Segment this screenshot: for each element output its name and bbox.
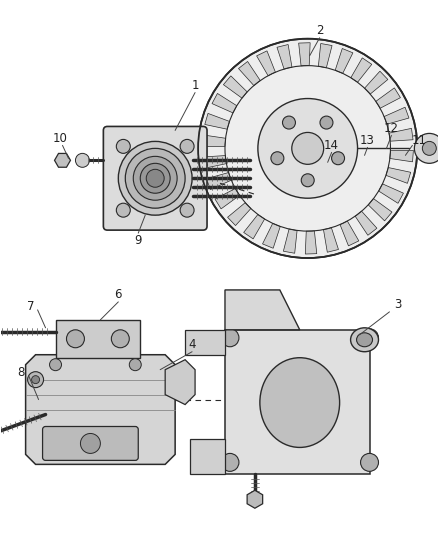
Polygon shape (276, 45, 291, 69)
Text: 2: 2 (315, 24, 323, 37)
Ellipse shape (146, 169, 164, 187)
Text: 4: 4 (188, 338, 195, 351)
FancyBboxPatch shape (42, 426, 138, 461)
Circle shape (319, 116, 332, 129)
Polygon shape (283, 229, 297, 253)
Text: 14: 14 (323, 139, 339, 152)
Text: 6: 6 (114, 288, 122, 301)
Polygon shape (224, 290, 299, 330)
Polygon shape (215, 189, 239, 209)
Polygon shape (185, 330, 224, 355)
Polygon shape (224, 330, 369, 474)
Polygon shape (318, 44, 331, 68)
Polygon shape (55, 320, 140, 358)
Polygon shape (247, 490, 262, 508)
Polygon shape (354, 211, 376, 235)
Circle shape (28, 372, 43, 387)
Text: 3: 3 (393, 298, 400, 311)
Circle shape (270, 152, 283, 165)
Polygon shape (367, 199, 391, 221)
Text: 12: 12 (383, 122, 398, 135)
Polygon shape (388, 128, 412, 141)
Circle shape (32, 376, 39, 384)
Circle shape (300, 174, 314, 187)
Circle shape (331, 152, 344, 165)
Circle shape (49, 359, 61, 370)
Polygon shape (262, 223, 279, 248)
Text: 1: 1 (191, 79, 198, 92)
Polygon shape (335, 49, 352, 74)
Circle shape (129, 359, 141, 370)
Circle shape (257, 99, 357, 198)
Text: 7: 7 (27, 301, 34, 313)
Circle shape (282, 116, 295, 129)
Polygon shape (256, 51, 275, 76)
Polygon shape (378, 184, 403, 203)
Polygon shape (389, 150, 413, 162)
Polygon shape (339, 221, 358, 246)
Circle shape (220, 454, 238, 471)
Ellipse shape (133, 156, 177, 200)
Polygon shape (243, 214, 264, 239)
Polygon shape (223, 76, 247, 98)
Polygon shape (375, 88, 399, 108)
Polygon shape (298, 43, 309, 66)
Polygon shape (238, 61, 260, 86)
Circle shape (66, 330, 84, 348)
Circle shape (360, 329, 378, 347)
Ellipse shape (125, 148, 185, 208)
Circle shape (80, 433, 100, 454)
Text: 10: 10 (53, 132, 68, 145)
Circle shape (111, 330, 129, 348)
Circle shape (180, 140, 194, 154)
Ellipse shape (350, 328, 378, 352)
Polygon shape (350, 58, 371, 82)
Circle shape (360, 454, 378, 471)
Circle shape (198, 39, 417, 258)
Polygon shape (304, 231, 316, 254)
Polygon shape (227, 203, 250, 225)
Circle shape (291, 132, 323, 164)
Polygon shape (212, 93, 236, 113)
Polygon shape (201, 135, 225, 147)
Circle shape (180, 203, 194, 217)
Polygon shape (383, 107, 408, 124)
Text: 13: 13 (359, 134, 374, 147)
Ellipse shape (259, 358, 339, 447)
FancyBboxPatch shape (103, 126, 207, 230)
Ellipse shape (356, 333, 372, 347)
Ellipse shape (140, 163, 170, 193)
Circle shape (421, 141, 435, 155)
Polygon shape (190, 439, 224, 474)
Polygon shape (204, 114, 229, 129)
Polygon shape (364, 71, 387, 94)
Polygon shape (25, 355, 175, 464)
Polygon shape (385, 167, 410, 183)
Text: 11: 11 (411, 134, 426, 147)
Circle shape (413, 133, 438, 163)
Text: 8: 8 (17, 366, 24, 379)
Polygon shape (202, 156, 226, 168)
Circle shape (75, 154, 89, 167)
Polygon shape (206, 173, 231, 190)
Polygon shape (54, 154, 71, 167)
Circle shape (116, 140, 130, 154)
Circle shape (220, 329, 238, 347)
Polygon shape (165, 360, 194, 405)
Polygon shape (323, 228, 338, 252)
Text: 9: 9 (134, 233, 141, 247)
Ellipse shape (118, 141, 192, 215)
Circle shape (116, 203, 130, 217)
